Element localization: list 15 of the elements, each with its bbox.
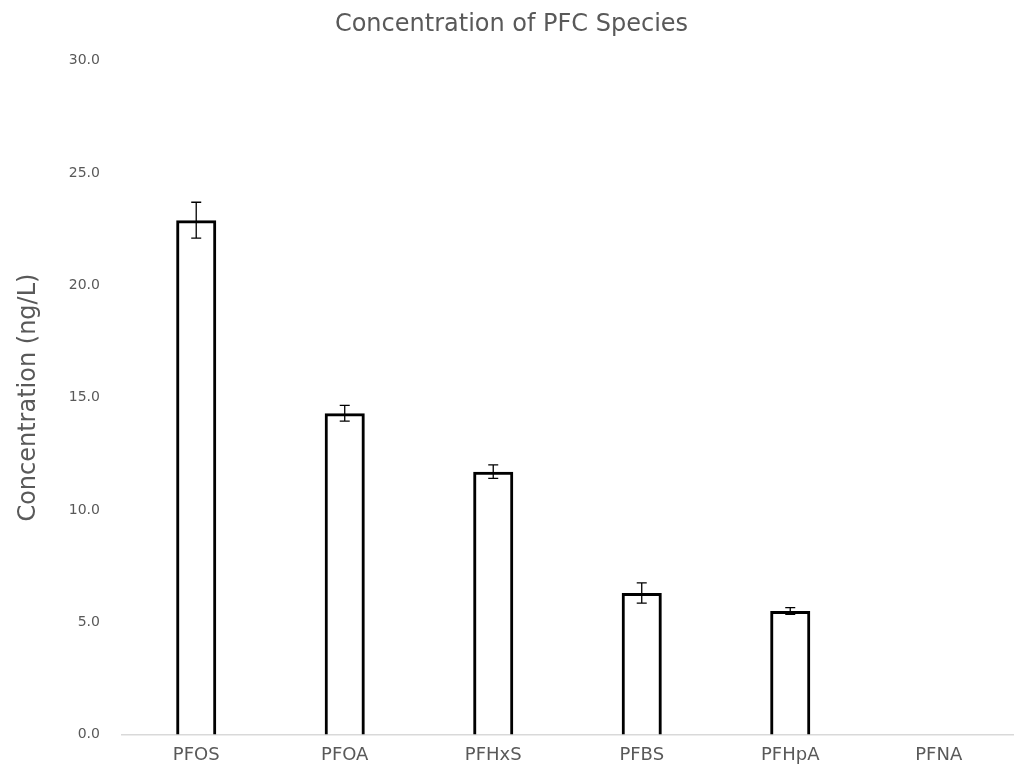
x-tick-label: PFNA — [915, 742, 963, 764]
y-axis-title: Concentration (ng/L) — [12, 273, 41, 522]
x-tick-label: PFHxS — [464, 742, 522, 764]
x-tick-label: PFOS — [172, 742, 220, 764]
x-tick-label: PFHpA — [761, 742, 821, 764]
y-tick-label: 5.0 — [77, 612, 100, 629]
x-tick-label: PFOA — [321, 742, 370, 764]
y-tick-label: 25.0 — [68, 163, 100, 180]
y-tick-label: 15.0 — [68, 388, 100, 405]
x-tick-label: PFBS — [619, 742, 665, 764]
y-tick-label: 10.0 — [68, 500, 100, 517]
y-tick-label: 30.0 — [68, 51, 100, 68]
y-tick-label: 0.0 — [77, 725, 100, 742]
y-tick-label: 20.0 — [68, 275, 100, 292]
chart-title: Concentration of PFC Species — [334, 8, 689, 37]
